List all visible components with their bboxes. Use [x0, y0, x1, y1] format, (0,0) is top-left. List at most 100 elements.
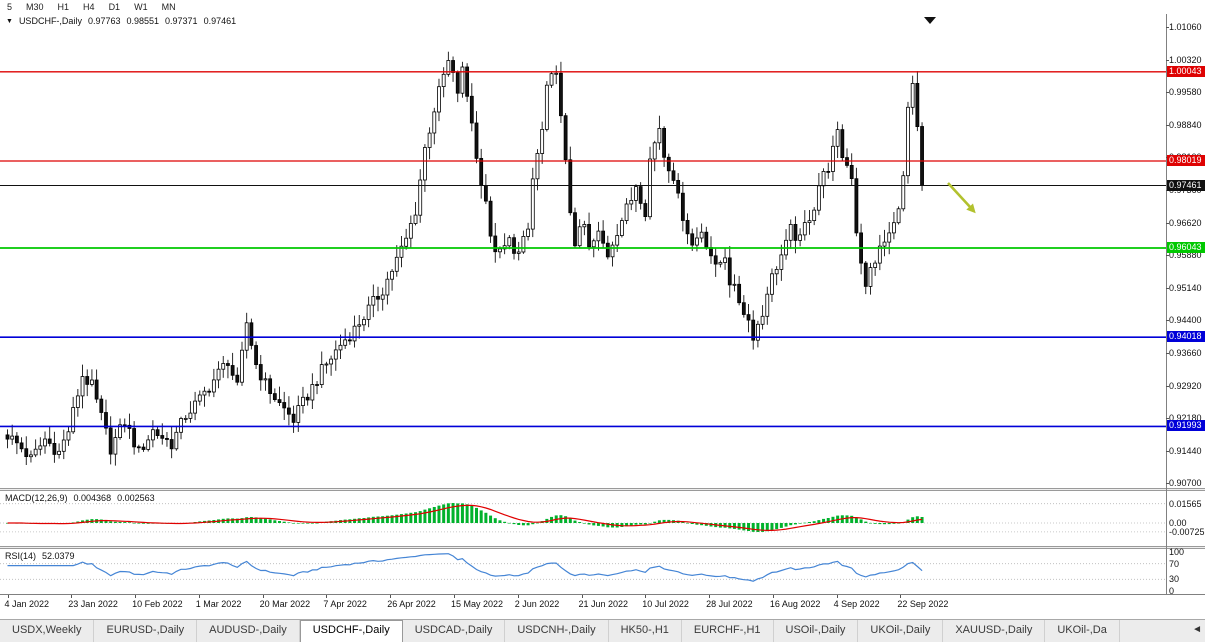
candle-body	[634, 186, 638, 201]
price-axis-label: 0.95880	[1169, 250, 1202, 260]
candle-body	[657, 128, 662, 144]
candle-body	[385, 278, 390, 296]
candle-body	[427, 132, 432, 148]
price-tag-0.96043: 0.96043	[1167, 242, 1205, 253]
tab-eurchf-h1[interactable]: EURCHF-,H1	[682, 620, 774, 642]
macd-histogram-bar	[526, 523, 530, 526]
candle-body	[441, 73, 446, 87]
macd-axis-label: 0.01565	[1169, 499, 1202, 509]
timeframe-d1[interactable]: D1	[108, 1, 121, 12]
candle-body	[94, 379, 99, 400]
timeframe-mn[interactable]: MN	[161, 1, 176, 12]
candle-body	[183, 417, 188, 420]
tab-audusd-daily[interactable]: AUDUSD-,Daily	[197, 620, 300, 642]
tab-usdcnh-daily[interactable]: USDCNH-,Daily	[505, 620, 609, 642]
main-chart-canvas[interactable]	[0, 14, 1167, 488]
tab-usdx-weekly[interactable]: USDX,Weekly	[0, 620, 95, 642]
candle-body	[915, 83, 920, 128]
time-axis-label: 22 Sep 2022	[897, 599, 949, 609]
candle-body	[751, 319, 756, 341]
candle-body	[727, 257, 732, 286]
candle-body	[61, 439, 66, 452]
macd-histogram-bar	[653, 521, 657, 523]
macd-histogram-bar	[381, 516, 385, 523]
candle-body	[610, 244, 615, 258]
arrow-annotation[interactable]	[947, 182, 976, 214]
time-axis[interactable]: 4 Jan 2022 23 Jan 2022 10 Feb 2022 1 Mar 20…	[0, 595, 1166, 613]
price-axis-label: 0.93660	[1169, 348, 1202, 358]
symbol-dropdown-icon[interactable]: ▼	[6, 18, 13, 25]
candle-body	[765, 293, 770, 317]
candle-body	[507, 237, 512, 247]
macd-histogram-bar	[864, 521, 868, 523]
tab-hk50-h1[interactable]: HK50-,H1	[609, 620, 682, 642]
macd-panel-canvas[interactable]	[0, 491, 1167, 546]
candle-body	[648, 158, 652, 218]
candle-body	[29, 454, 33, 458]
timeframe-h1[interactable]: H1	[57, 1, 70, 12]
macd-histogram-bar	[315, 522, 319, 524]
candle-body	[202, 390, 207, 396]
candle-body	[624, 203, 629, 222]
candle-body	[141, 446, 146, 450]
time-axis-tick	[7, 595, 9, 598]
candle-body	[150, 429, 155, 441]
macd-histogram-bar	[127, 522, 131, 523]
rsi-panel-separator[interactable]	[0, 546, 1205, 549]
candle-body	[877, 245, 882, 264]
macd-histogram-bar	[742, 523, 746, 531]
candle-body	[446, 60, 451, 75]
macd-histogram-bar	[273, 520, 277, 523]
tab-usoil-daily[interactable]: USOil-,Daily	[774, 620, 859, 642]
candle-body	[258, 364, 263, 381]
macd-panel-separator[interactable]	[0, 488, 1205, 491]
candle-body	[770, 273, 774, 295]
timeframe-5[interactable]: 5	[7, 1, 13, 12]
candle-body	[24, 448, 29, 458]
macd-histogram-bar	[437, 505, 441, 523]
timeframe-m30[interactable]: M30	[26, 1, 44, 12]
tab-eurusd-daily[interactable]: EURUSD-,Daily	[94, 620, 198, 642]
tab-xauusd-daily[interactable]: XAUUSD-,Daily	[943, 620, 1046, 642]
macd-histogram-bar	[123, 522, 127, 523]
price-axis-label: 0.90700	[1169, 478, 1202, 488]
candle-body	[305, 396, 310, 401]
tab-usdcad-daily[interactable]: USDCAD-,Daily	[403, 620, 506, 642]
time-axis-label: 10 Jul 2022	[642, 599, 689, 609]
macd-histogram-bar	[850, 515, 854, 523]
macd-histogram-bar	[737, 523, 741, 530]
macd-histogram-bar	[775, 523, 779, 530]
rsi-axis-label: 70	[1169, 559, 1180, 569]
candle-body	[643, 203, 648, 218]
candle-body	[530, 178, 535, 230]
macd-histogram-bar	[235, 518, 239, 523]
candle-body	[165, 437, 169, 440]
time-axis-label: 16 Aug 2022	[769, 599, 821, 609]
candle-body	[816, 185, 821, 211]
candle-body	[118, 424, 122, 438]
tab-ukoil-da[interactable]: UKOil-,Da	[1045, 620, 1120, 642]
timeframe-w1[interactable]: W1	[134, 1, 148, 12]
candle-body	[437, 86, 441, 113]
macd-histogram-bar	[765, 523, 769, 532]
candle-body	[516, 251, 521, 254]
rsi-panel-canvas[interactable]	[0, 549, 1167, 594]
tab-scroll-left-icon[interactable]: ◄	[1192, 624, 1202, 635]
timeframe-h4[interactable]: H4	[83, 1, 95, 12]
candle-body	[699, 231, 704, 239]
time-axis-label: 15 May 2022	[451, 599, 504, 609]
macd-histogram-bar	[371, 516, 375, 523]
macd-histogram-bar	[596, 523, 600, 526]
macd-histogram-bar	[512, 523, 516, 525]
candle-body	[695, 237, 699, 246]
macd-histogram-bar	[887, 523, 891, 525]
time-axis-label: 26 Apr 2022	[387, 599, 436, 609]
candle-body	[408, 223, 413, 239]
tab-ukoil-daily[interactable]: UKOil-,Daily	[858, 620, 944, 642]
candle-body	[873, 262, 878, 268]
macd-histogram-bar	[414, 512, 418, 523]
tab-usdchf-daily[interactable]: USDCHF-,Daily	[299, 620, 403, 642]
candle-body	[272, 393, 277, 401]
macd-histogram-bar	[240, 518, 244, 523]
candle-body	[43, 438, 47, 447]
